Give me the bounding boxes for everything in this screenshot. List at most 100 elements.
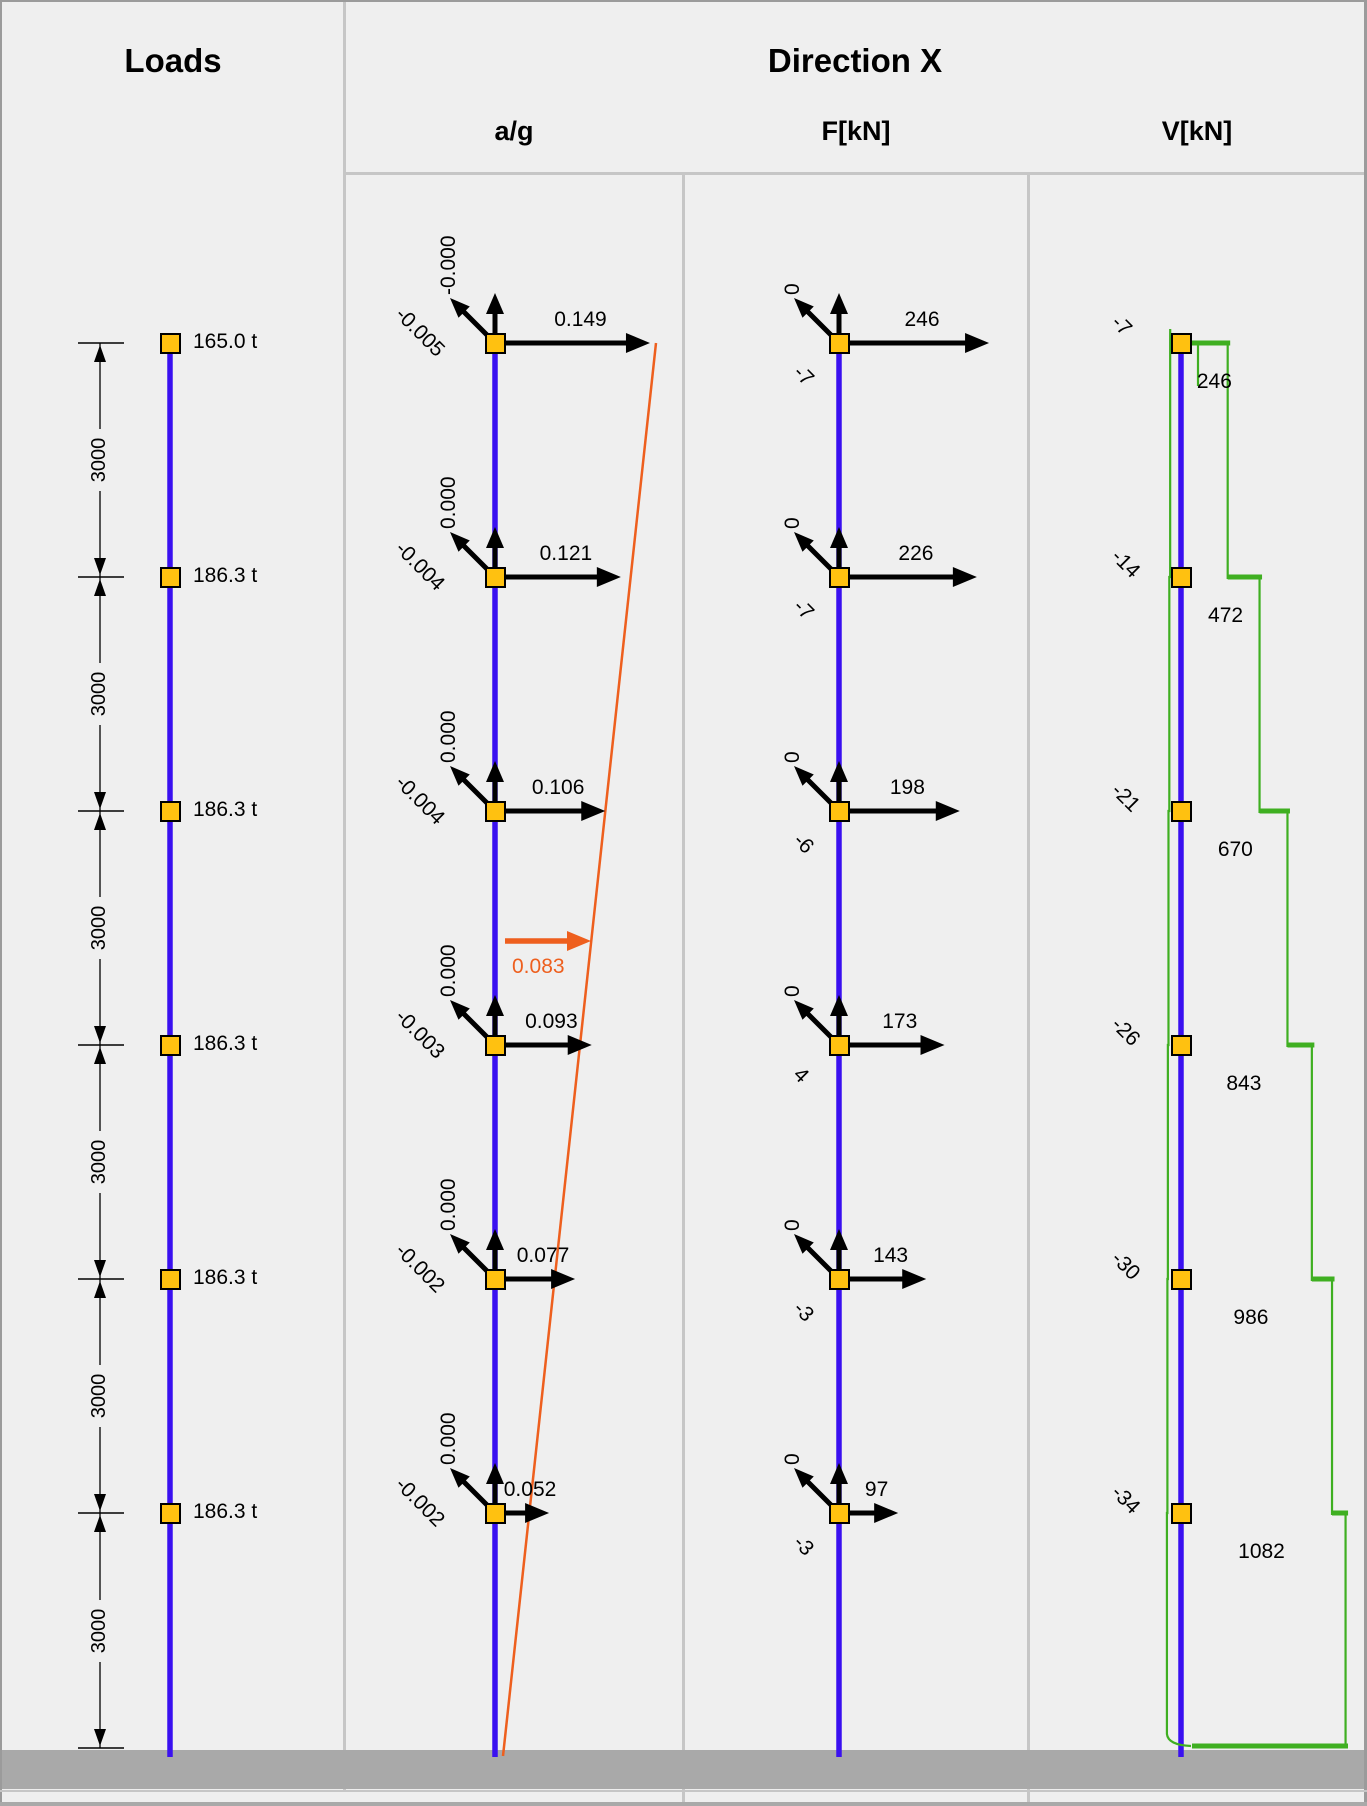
ag-vert-arrow-head — [486, 527, 504, 548]
f-diag-label: -7 — [788, 361, 819, 391]
direction-panel-title: Direction X — [767, 42, 943, 79]
mass-node-marker[interactable] — [159, 800, 181, 822]
dim-arrow-up — [94, 1515, 106, 1532]
f-diag-label: -3 — [788, 1531, 819, 1561]
story-height-label: 3000 — [87, 1365, 110, 1427]
f-diag-arrow-head — [794, 298, 814, 318]
story-height-label: 3000 — [87, 1599, 110, 1662]
v-value-label: 246 — [1196, 370, 1232, 393]
ag-diag-arrow-head — [450, 766, 470, 786]
v-node-marker[interactable] — [1170, 1502, 1192, 1524]
mass-node-marker[interactable] — [159, 566, 181, 588]
ag-node-marker[interactable] — [484, 1034, 506, 1056]
mass-label: 165.0 t — [193, 330, 258, 353]
v-node-marker[interactable] — [1170, 1268, 1192, 1290]
f-diag-arrow-shaft — [804, 776, 834, 806]
ag-diag-arrow-head — [450, 298, 470, 318]
ag-diag-arrow-shaft — [460, 1244, 490, 1274]
v-value-label: 986 — [1233, 1306, 1269, 1329]
ag-arrow-head — [567, 1035, 592, 1055]
dim-arrow-down — [94, 1026, 106, 1043]
v-value-label: 670 — [1217, 838, 1253, 861]
ag-diag-label: -0.002 — [390, 1239, 450, 1298]
f-node-marker[interactable] — [828, 1034, 850, 1056]
ag-value-label: 0.121 — [539, 542, 593, 565]
v-diag-label: -34 — [1106, 1481, 1145, 1519]
f-vert-arrow-head — [830, 1463, 848, 1484]
f-value-label: 198 — [889, 776, 925, 799]
v-node-marker[interactable] — [1170, 1034, 1192, 1056]
v-diag-label: -7 — [1106, 311, 1137, 341]
f-vert-label: 0 — [781, 751, 804, 763]
dim-arrow-down — [94, 1494, 106, 1511]
v-node-marker[interactable] — [1170, 332, 1192, 354]
ag-node-marker[interactable] — [484, 800, 506, 822]
f-node-marker[interactable] — [828, 1502, 850, 1524]
ag-node-marker[interactable] — [484, 332, 506, 354]
mass-label: 186.3 t — [193, 1500, 258, 1523]
dim-arrow-up — [94, 813, 106, 830]
f-diag-arrow-shaft — [804, 308, 834, 338]
bottom-divider — [0, 1790, 1367, 1792]
v-node-marker[interactable] — [1170, 566, 1192, 588]
ag-node-marker[interactable] — [484, 1502, 506, 1524]
mass-node-marker[interactable] — [159, 1502, 181, 1524]
base-accel-arrow-head — [567, 931, 591, 951]
f-vert-label: 0 — [781, 985, 804, 997]
ag-diag-label: -0.004 — [390, 771, 450, 830]
next-row-band — [0, 1802, 1367, 1806]
panel-divider-ag-f — [682, 175, 685, 1802]
ag-node-marker[interactable] — [484, 1268, 506, 1290]
mass-node-marker[interactable] — [159, 1034, 181, 1056]
ag-diag-label: -0.003 — [390, 1005, 450, 1064]
ag-diag-arrow-head — [450, 1468, 470, 1488]
ag-diag-arrow-shaft — [460, 776, 490, 806]
base-accel-label: 0.083 — [512, 955, 565, 978]
ag-vert-label: 0.000 — [437, 476, 460, 529]
panel-divider-f-v — [1027, 175, 1030, 1802]
column-header-ag: a/g — [494, 116, 534, 146]
outer-border-top — [0, 0, 1367, 2]
f-value-label: 246 — [904, 308, 940, 331]
ag-node-marker[interactable] — [484, 566, 506, 588]
header-divider — [346, 172, 1364, 175]
story-height-label: 3000 — [87, 429, 110, 491]
ag-arrow-head — [625, 333, 650, 353]
column-header-f: F[kN] — [821, 116, 891, 146]
mass-label: 186.3 t — [193, 564, 258, 587]
f-value-label: 173 — [882, 1010, 918, 1033]
f-node-marker[interactable] — [828, 1268, 850, 1290]
v-value-label: 1082 — [1238, 1540, 1285, 1563]
dim-arrow-up — [94, 1281, 106, 1298]
v-diag-label: -30 — [1106, 1247, 1145, 1285]
ag-value-label: 0.077 — [516, 1244, 570, 1267]
f-node-marker[interactable] — [828, 332, 850, 354]
f-node-marker[interactable] — [828, 800, 850, 822]
f-diag-arrow-head — [794, 1000, 814, 1020]
v-node-marker[interactable] — [1170, 800, 1192, 822]
ag-vert-label: 0.000 — [437, 1412, 460, 1465]
v-value-label: 472 — [1208, 604, 1244, 627]
ag-diag-arrow-shaft — [460, 542, 490, 572]
mass-node-marker[interactable] — [159, 1268, 181, 1290]
v-diag-label: -21 — [1106, 779, 1145, 817]
outer-border-right — [1364, 0, 1367, 1806]
f-arrow-head — [935, 801, 960, 821]
ag-value-label: 0.106 — [531, 776, 585, 799]
ag-arrow-head — [581, 801, 606, 821]
mass-node-marker[interactable] — [159, 332, 181, 354]
v-value-label: 843 — [1226, 1072, 1262, 1095]
f-diag-label: -7 — [788, 595, 819, 625]
mass-label: 186.3 t — [193, 1266, 258, 1289]
f-vert-arrow-head — [830, 995, 848, 1016]
f-arrow-head — [920, 1035, 945, 1055]
ag-vert-arrow-head — [486, 995, 504, 1016]
ag-vert-arrow-head — [486, 761, 504, 782]
ag-value-label: 0.093 — [525, 1010, 578, 1033]
f-node-marker[interactable] — [828, 566, 850, 588]
ag-diag-label: -0.005 — [390, 303, 450, 362]
f-vert-arrow-head — [830, 761, 848, 782]
ag-vert-label: 0.000 — [437, 944, 460, 997]
